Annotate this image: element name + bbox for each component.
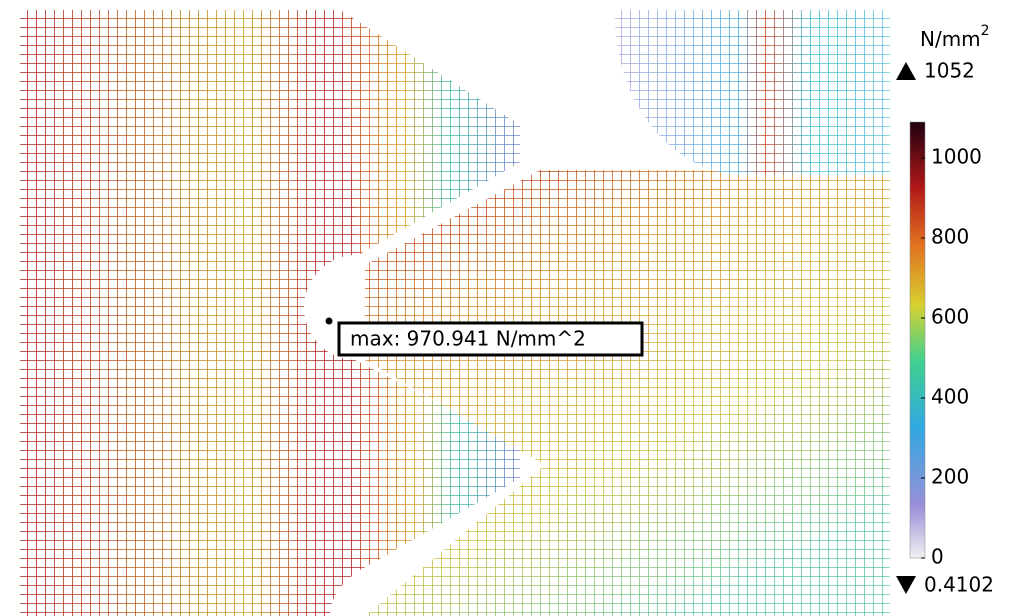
max-marker (896, 62, 916, 80)
unit-exponent: 2 (981, 23, 990, 39)
colorbar-tick-label: 200 (931, 465, 969, 489)
min-marker (896, 576, 916, 594)
colorbar-tick-label: 800 (931, 225, 969, 249)
colorbar (909, 121, 926, 559)
unit-base: N/mm (920, 27, 981, 51)
colorbar-tick-label: 400 (931, 385, 969, 409)
colorbar-tick-label: 1000 (931, 145, 982, 169)
annotation: max: 970.941 N/mm^2 (350, 327, 586, 351)
max-label: 1052 (924, 59, 975, 83)
colorbar-tick-label: 600 (931, 305, 969, 329)
max-point (325, 317, 333, 325)
mesh (20, 10, 890, 616)
annotation-box (337, 321, 644, 357)
unit: N/mm2 (920, 23, 990, 51)
colorbar-tick-label: 0 (931, 545, 944, 569)
min-label: 0.4102 (924, 573, 994, 597)
